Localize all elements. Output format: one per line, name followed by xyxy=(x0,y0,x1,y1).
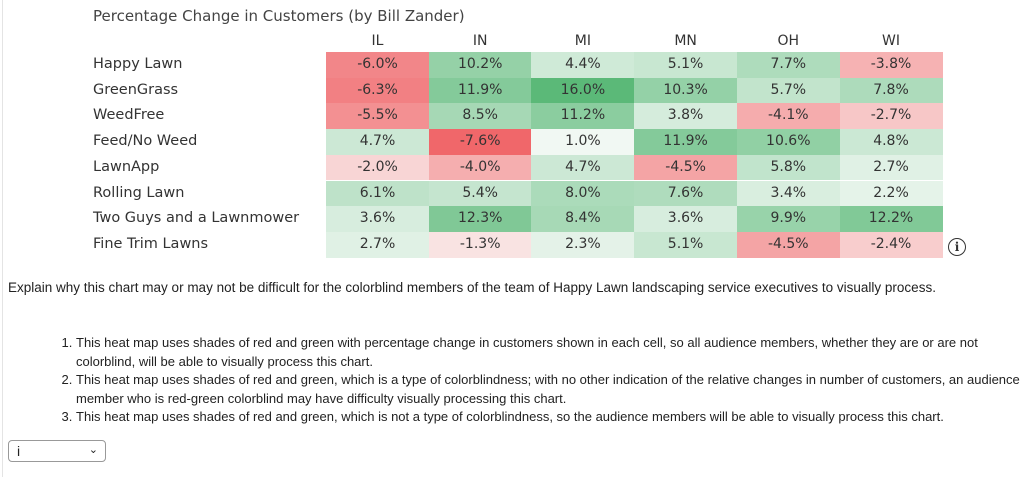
heatmap-cell: 3.6% xyxy=(326,206,429,232)
column-header: IL xyxy=(371,33,384,49)
heatmap-cell: -2.4% xyxy=(839,231,943,258)
heatmap-cell: -2.0% xyxy=(326,154,429,181)
heatmap-cell: -1.3% xyxy=(428,231,532,258)
heatmap-cell: 4.7% xyxy=(531,154,635,181)
question-text: Explain why this chart may or may not be… xyxy=(8,280,936,295)
row-label: LawnApp xyxy=(93,158,160,175)
heatmap-cell: 2.7% xyxy=(839,154,943,181)
heatmap-cell: -4.5% xyxy=(736,231,840,258)
heatmap-cell: 2.3% xyxy=(531,231,635,258)
heatmap-cell: -3.8% xyxy=(839,52,943,78)
heatmap-cell: 5.1% xyxy=(634,52,738,78)
heatmap-cell: 12.2% xyxy=(839,206,943,232)
heatmap-cell: 8.0% xyxy=(531,180,635,207)
heatmap-cell: 3.6% xyxy=(634,206,738,232)
row-label: Two Guys and a Lawnmower xyxy=(93,210,300,227)
info-icon[interactable]: i xyxy=(948,238,966,256)
row-label: Happy Lawn xyxy=(93,56,183,72)
heatmap-cell: -4.0% xyxy=(428,154,532,181)
heatmap-cell: 5.1% xyxy=(634,231,738,258)
heatmap-cell: 8.4% xyxy=(531,206,635,232)
row-label: GreenGrass xyxy=(93,81,179,98)
heatmap-cell: 10.3% xyxy=(634,77,738,104)
heatmap-cell: 7.6% xyxy=(634,180,738,207)
heatmap-cell: 4.4% xyxy=(531,52,635,78)
heatmap-cell: 10.6% xyxy=(736,129,840,155)
heatmap-cell: 11.9% xyxy=(634,129,738,155)
column-header: IN xyxy=(472,33,488,49)
option-1: This heat map uses shades of red and gre… xyxy=(76,334,1024,371)
chart-title: Percentage Change in Customers (by Bill … xyxy=(93,7,465,25)
column-header: MI xyxy=(574,33,591,49)
chevron-down-icon: ⌄ xyxy=(88,444,98,456)
heatmap-cell: -6.0% xyxy=(326,52,429,78)
heatmap-cell: 16.0% xyxy=(531,77,635,104)
option-2: This heat map uses shades of red and gre… xyxy=(76,371,1024,408)
row-label: Rolling Lawn xyxy=(93,184,185,201)
frame-border xyxy=(2,0,3,477)
row-label: WeedFree xyxy=(93,107,165,124)
row-label: Feed/No Weed xyxy=(93,133,198,150)
answer-options: This heat map uses shades of red and gre… xyxy=(56,334,1024,427)
heatmap-cell: 6.1% xyxy=(326,180,429,207)
heatmap-cell: 9.9% xyxy=(736,206,840,232)
column-header: MN xyxy=(674,33,697,49)
heatmap-cell: -2.7% xyxy=(839,103,943,130)
heatmap-chart: Percentage Change in Customers (by Bill … xyxy=(93,7,943,258)
heatmap-cell: 5.8% xyxy=(736,154,840,181)
column-header: WI xyxy=(882,33,900,49)
heatmap-cell: 7.8% xyxy=(839,77,943,104)
heatmap-cell: 3.8% xyxy=(634,103,738,130)
heatmap-cell: 8.5% xyxy=(428,103,532,130)
heatmap-cell: 2.2% xyxy=(839,180,943,207)
column-header: OH xyxy=(777,33,800,49)
heatmap-cell: -4.5% xyxy=(634,154,738,181)
answer-select-value: i xyxy=(17,443,21,459)
heatmap-cell: -4.1% xyxy=(736,103,840,130)
heatmap-cell: 10.2% xyxy=(428,52,532,78)
heatmap-cell: 11.9% xyxy=(428,77,532,104)
heatmap-cell: 5.7% xyxy=(736,77,840,104)
heatmap-cell: 3.4% xyxy=(736,180,840,207)
heatmap-cell: 1.0% xyxy=(531,129,635,155)
heatmap-cell: 11.2% xyxy=(531,103,635,130)
heatmap-cell: -5.5% xyxy=(326,103,429,130)
heatmap-cell: 5.4% xyxy=(428,180,532,207)
heatmap-cell: 4.7% xyxy=(326,129,429,155)
heatmap-cell: -6.3% xyxy=(326,77,429,104)
heatmap-cell: 2.7% xyxy=(326,231,429,258)
heatmap-cell: 7.7% xyxy=(736,52,840,78)
option-3: This heat map uses shades of red and gre… xyxy=(76,408,1024,427)
heatmap-cell: 12.3% xyxy=(428,206,532,232)
heatmap-cell: -7.6% xyxy=(428,129,532,155)
heatmap-cell: 4.8% xyxy=(839,129,943,155)
answer-select[interactable]: i ⌄ xyxy=(8,440,106,462)
row-label: Fine Trim Lawns xyxy=(93,235,209,252)
